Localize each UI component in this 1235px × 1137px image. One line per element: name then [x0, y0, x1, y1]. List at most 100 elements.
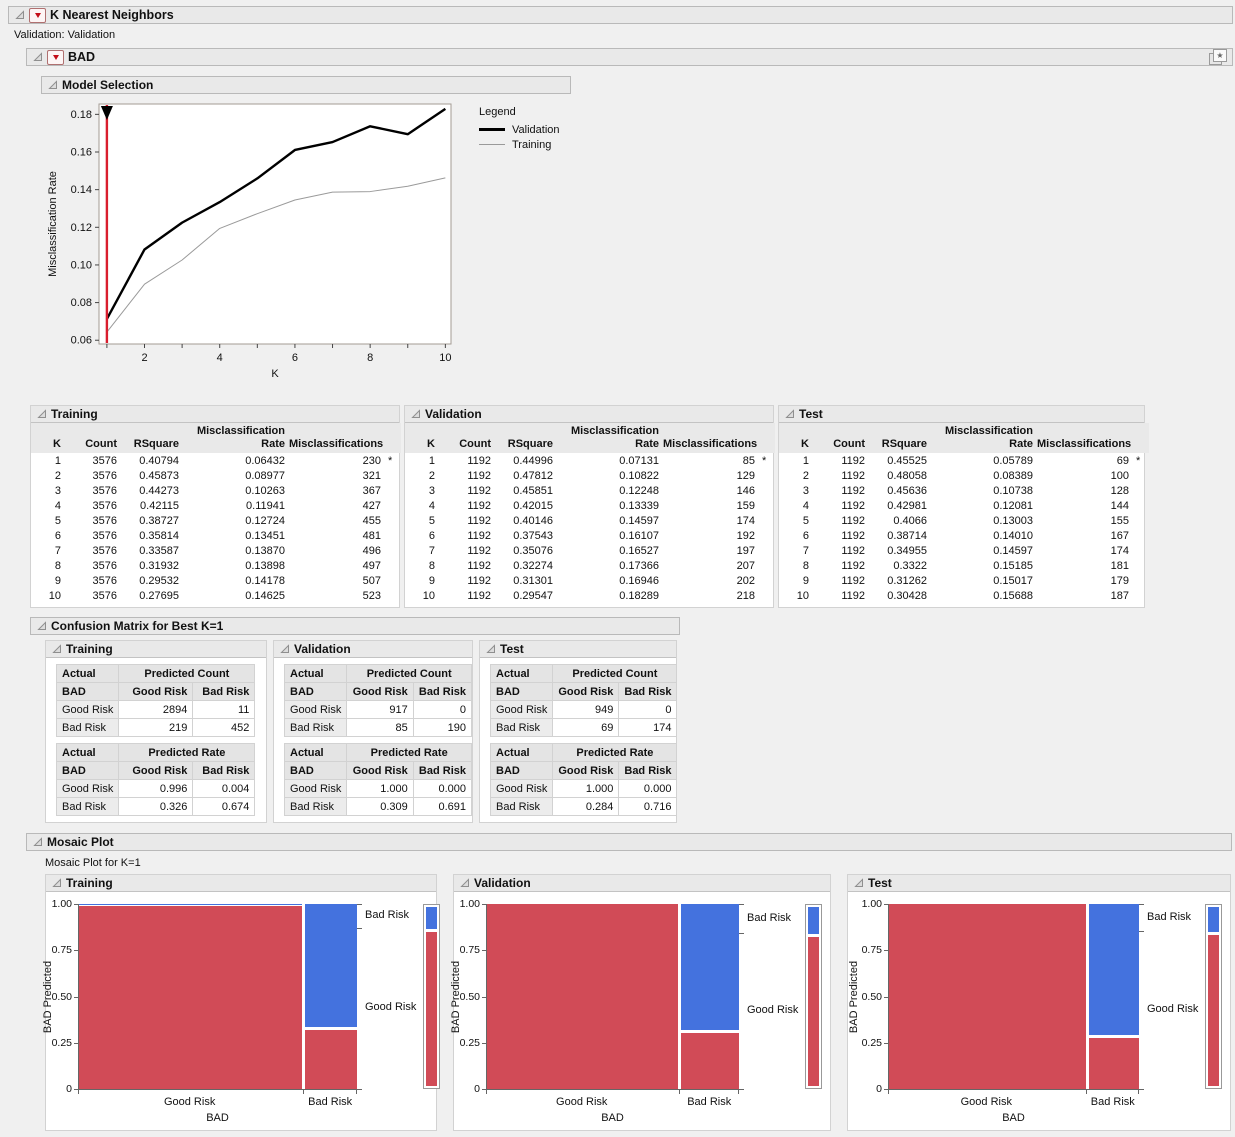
column-header: Count — [65, 423, 121, 453]
marginal-distribution-bar[interactable] — [423, 904, 440, 1089]
table-cell: 0.40146 — [513, 514, 553, 527]
marginal-bad-risk-segment[interactable] — [426, 907, 437, 929]
table-cell: 0.14010 — [993, 529, 1033, 542]
disclosure-triangle-icon[interactable] — [784, 409, 795, 420]
disclosure-triangle-icon[interactable] — [32, 52, 43, 63]
test-fit-header[interactable]: Test — [779, 406, 1144, 423]
mosaic-segment-good-risk[interactable] — [681, 1033, 739, 1089]
training-fit-header[interactable]: Training — [31, 406, 399, 423]
disclosure-triangle-icon[interactable] — [459, 878, 470, 889]
table-cell: 207 — [736, 559, 755, 572]
response-header: BAD — [489, 761, 554, 780]
table-cell: 3576 — [92, 484, 117, 497]
mosaic-segment-good-risk[interactable] — [889, 904, 1086, 1089]
legend-item-training[interactable]: Training — [479, 137, 560, 152]
model-selection-header[interactable]: Model Selection — [41, 76, 571, 94]
red-triangle-menu-button[interactable] — [29, 7, 46, 23]
column-header: Misclassifications — [1037, 423, 1133, 453]
mosaic-plot[interactable] — [486, 904, 744, 1090]
marginal-good-risk-segment[interactable] — [808, 936, 819, 1086]
marginal-good-risk-segment[interactable] — [426, 931, 437, 1086]
table-cell: 0.27695 — [139, 589, 179, 602]
legend-label: Training — [512, 138, 552, 151]
bad-outline-header[interactable]: BAD ★ — [26, 48, 1233, 66]
marginal-bad-risk-segment[interactable] — [808, 907, 819, 934]
table-cell: 8 — [802, 559, 809, 572]
table-cell: 10 — [796, 589, 809, 602]
column-header: Misclassifications — [289, 423, 385, 453]
disclosure-triangle-icon[interactable] — [36, 621, 47, 632]
actual-header: Actual — [283, 743, 348, 762]
validation-predicted-rate-table: Actual Predicted Rate BAD Good Risk Bad Risk… — [283, 743, 473, 816]
training-mosaic-header[interactable]: Training — [46, 875, 436, 892]
marginal-distribution-bar[interactable] — [1205, 904, 1222, 1089]
column-header: K — [405, 423, 439, 453]
mosaic-plot-header[interactable]: Mosaic Plot — [26, 833, 1232, 851]
mosaic-segment-bad-risk[interactable] — [79, 904, 303, 905]
y-tick-label: 0.16 — [71, 147, 92, 159]
matrix-cell: 0.309 — [346, 797, 414, 816]
y-axis-tick — [482, 1042, 486, 1044]
table-cell: 1192 — [841, 454, 865, 467]
table-cell: 5 — [54, 514, 61, 527]
knn-outline-header[interactable]: K Nearest Neighbors — [8, 6, 1233, 24]
disclosure-triangle-icon[interactable] — [14, 10, 25, 21]
level-header: Bad Risk — [618, 761, 678, 780]
disclosure-triangle-icon[interactable] — [853, 878, 864, 889]
table-cell: 0.37543 — [513, 529, 553, 542]
table-cell: 9 — [428, 574, 435, 587]
table-row: 8 1192 0.3322 0.15185 181 — [779, 558, 1149, 573]
y-axis-tick — [74, 996, 78, 998]
marginal-good-risk-segment[interactable] — [1208, 934, 1219, 1086]
y-tick-label: 0.75 — [861, 944, 882, 957]
disclosure-triangle-icon[interactable] — [51, 878, 62, 889]
validation-fit-header[interactable]: Validation — [405, 406, 773, 423]
mosaic-plot[interactable] — [78, 904, 362, 1090]
mosaic-segment-good-risk[interactable] — [1088, 1037, 1139, 1089]
column-header: Count — [813, 423, 869, 453]
disclosure-triangle-icon[interactable] — [32, 837, 43, 848]
test-mosaic-header[interactable]: Test — [848, 875, 1230, 892]
disclosure-triangle-icon[interactable] — [279, 644, 290, 655]
disclosure-triangle-icon[interactable] — [485, 644, 496, 655]
red-triangle-menu-button[interactable] — [47, 49, 64, 65]
confusion-matrix-header[interactable]: Confusion Matrix for Best K=1 — [30, 617, 680, 635]
y-axis-tick — [482, 950, 486, 952]
legend-item-validation[interactable]: Validation — [479, 122, 560, 137]
table-row: Good Risk 949 0 — [489, 700, 678, 719]
mosaic-segment-good-risk[interactable] — [79, 906, 303, 1089]
disclosure-triangle-icon[interactable] — [47, 80, 58, 91]
table-cell: 0.31932 — [139, 559, 179, 572]
disclosure-triangle-icon[interactable] — [36, 409, 47, 420]
mosaic-plot[interactable] — [888, 904, 1144, 1090]
validation-mosaic-header[interactable]: Validation — [454, 875, 830, 892]
table-cell: 0.45636 — [887, 484, 927, 497]
table-cell: 1192 — [841, 544, 865, 557]
mosaic-segment-good-risk[interactable] — [305, 1030, 357, 1089]
training-confusion-header[interactable]: Training — [46, 641, 266, 658]
x-axis-labels: Good Risk Bad Risk — [486, 1095, 739, 1110]
disclosure-triangle-icon[interactable] — [410, 409, 421, 420]
mosaic-segment-bad-risk[interactable] — [305, 904, 357, 1028]
mosaic-segment-bad-risk[interactable] — [1088, 904, 1139, 1035]
table-row: Good Risk 0.996 0.004 — [55, 779, 256, 798]
mosaic-segment-good-risk[interactable] — [487, 904, 679, 1089]
marginal-bad-risk-segment[interactable] — [1208, 907, 1219, 932]
mosaic-segment-bad-risk[interactable] — [681, 904, 739, 1031]
mosaic-column-good-risk — [889, 904, 1086, 1089]
table-cell: 0.42015 — [513, 499, 553, 512]
fit-tables-row: Training K Count RSquare Misclassification R… — [30, 405, 1235, 608]
validation-confusion-header[interactable]: Validation — [274, 641, 472, 658]
bookmark-star-icon-button[interactable]: ★ — [1209, 49, 1227, 65]
training-confusion-panel: Training Actual Predicted Count BAD Good Ri… — [45, 640, 267, 823]
table-cell: 0.14178 — [245, 574, 285, 587]
k-selection-marker[interactable] — [100, 105, 113, 343]
report-title: K Nearest Neighbors — [50, 8, 174, 22]
table-row: 8 3576 0.31932 0.13898 497 — [31, 558, 401, 573]
test-confusion-header[interactable]: Test — [480, 641, 676, 658]
actual-level-label: Good Risk — [489, 779, 554, 798]
best-k-marker — [759, 558, 775, 573]
marginal-distribution-bar[interactable] — [805, 904, 822, 1089]
disclosure-triangle-icon[interactable] — [51, 644, 62, 655]
mosaic-column-good-risk — [487, 904, 679, 1089]
